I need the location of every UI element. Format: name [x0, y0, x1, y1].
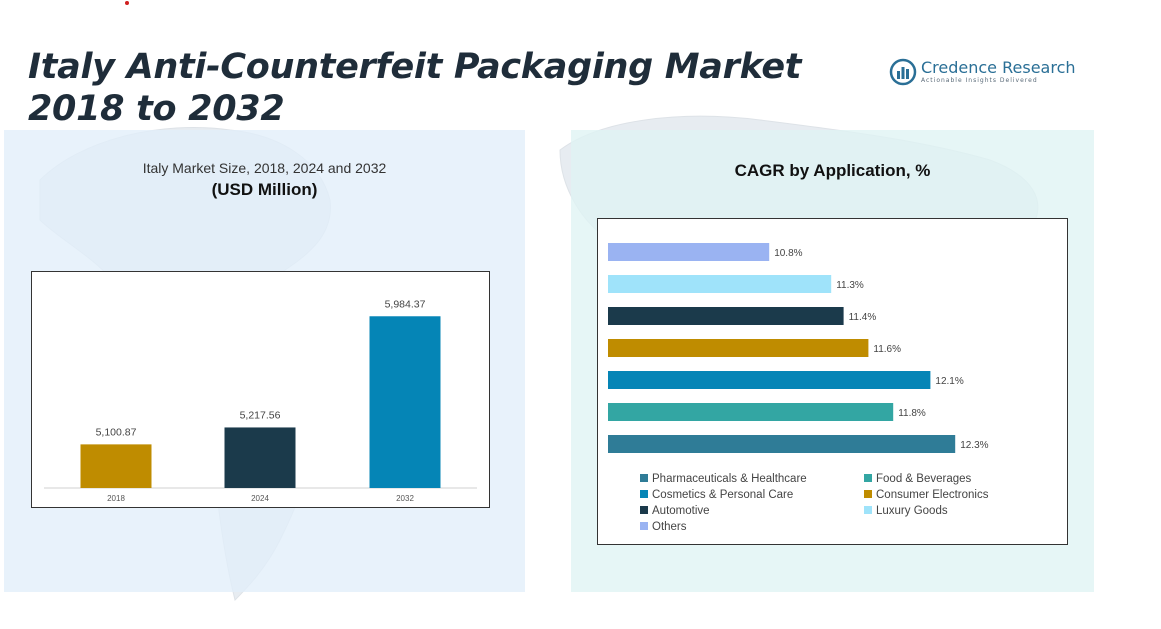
- x-tick-label: 2032: [396, 494, 414, 503]
- legend-item: Consumer Electronics: [864, 488, 988, 502]
- market-size-chart-frame: 5,100.87 2018 5,217.56 2024 5,984.37 2032: [31, 271, 490, 508]
- bar-chart-circle-icon: [889, 58, 917, 86]
- cagr-bar-chart: 10.8% 11.3% 11.4% 11.6% 12.1% 11.8% 12.3%: [608, 243, 989, 453]
- legend-label: Automotive: [652, 505, 710, 517]
- legend-item: Automotive: [640, 504, 710, 518]
- legend-swatch: [864, 506, 872, 514]
- legend-swatch: [640, 506, 648, 514]
- bar-automotive: [608, 307, 844, 325]
- bar-2032: [369, 316, 441, 488]
- red-marker-dot: [125, 1, 129, 5]
- data-label: 12.1%: [935, 376, 963, 387]
- data-label: 12.3%: [960, 440, 988, 451]
- data-label: 11.3%: [836, 280, 864, 291]
- market-size-chart-title: Italy Market Size, 2018, 2024 and 2032: [142, 160, 387, 176]
- legend-swatch: [864, 490, 872, 498]
- x-tick-label: 2018: [107, 494, 125, 503]
- market-size-bar-chart: 5,100.87 2018 5,217.56 2024 5,984.37 2032: [44, 298, 477, 503]
- market-size-chart-subtitle: (USD Million): [211, 180, 318, 199]
- legend-item: Food & Beverages: [864, 472, 971, 486]
- legend-swatch: [640, 474, 648, 482]
- bar-consumer-electronics: [608, 339, 869, 357]
- legend-item: Pharmaceuticals & Healthcare: [640, 472, 807, 486]
- x-tick-label: 2024: [251, 494, 269, 503]
- bar-food-beverages: [608, 403, 894, 421]
- logo-tagline: Actionable Insights Delivered: [921, 77, 1038, 84]
- legend-label: Cosmetics & Personal Care: [652, 489, 794, 501]
- bar-luxury-goods: [608, 275, 832, 293]
- bar-2018: [80, 444, 152, 488]
- data-label: 5,100.87: [96, 426, 137, 438]
- data-label: 11.4%: [849, 312, 877, 323]
- logo-name: Credence Research: [921, 58, 1076, 77]
- bar-cosmetics-personal-care: [608, 371, 931, 389]
- legend-item: Cosmetics & Personal Care: [640, 488, 793, 502]
- legend-label: Food & Beverages: [876, 473, 972, 485]
- legend-swatch: [640, 522, 648, 530]
- data-label: 5,217.56: [240, 409, 281, 421]
- data-label: 10.8%: [774, 248, 802, 259]
- legend-label: Pharmaceuticals & Healthcare: [652, 473, 807, 485]
- data-label: 5,984.37: [385, 298, 426, 310]
- bar-others: [608, 243, 770, 261]
- bar-pharmaceuticals-healthcare: [608, 435, 956, 453]
- cagr-chart-title: CAGR by Application, %: [734, 161, 931, 180]
- legend-label: Others: [652, 521, 687, 533]
- legend-item: Luxury Goods: [864, 504, 948, 518]
- legend-label: Luxury Goods: [876, 505, 948, 517]
- data-label: 11.8%: [898, 408, 926, 419]
- company-logo: Credence Research Actionable Insights De…: [889, 56, 1079, 90]
- cagr-chart-frame: 10.8% 11.3% 11.4% 11.6% 12.1% 11.8% 12.3%: [597, 218, 1068, 545]
- bar-2024: [224, 427, 296, 488]
- legend-swatch: [864, 474, 872, 482]
- legend-swatch: [640, 490, 648, 498]
- data-label: 11.6%: [873, 344, 901, 355]
- page-title: Italy Anti-Counterfeit Packaging Market …: [28, 47, 802, 129]
- legend-item: Others: [640, 520, 687, 534]
- legend-label: Consumer Electronics: [876, 489, 989, 501]
